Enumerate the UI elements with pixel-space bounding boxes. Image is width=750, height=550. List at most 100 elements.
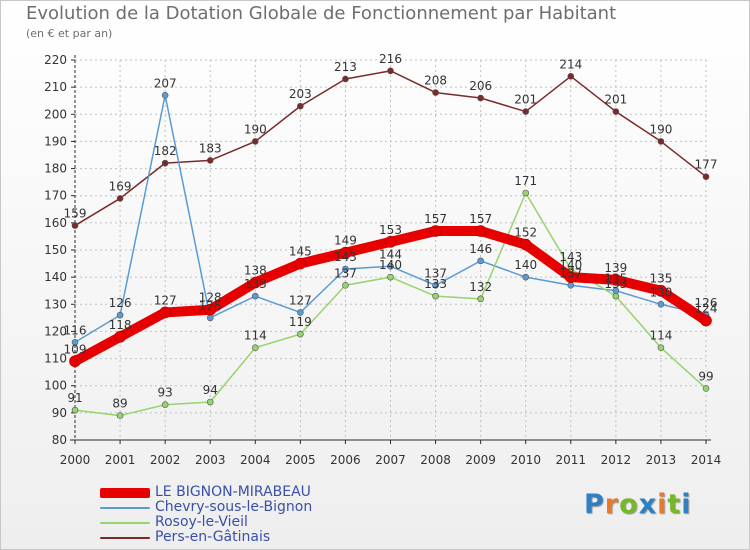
- y-tick-label: 220: [44, 53, 67, 67]
- data-point: [702, 385, 710, 392]
- data-label: 118: [109, 318, 132, 332]
- data-label: 126: [109, 296, 132, 310]
- logo-letter: i: [681, 489, 692, 520]
- data-point: [522, 189, 530, 197]
- data-point: [657, 138, 665, 145]
- data-label: 99: [698, 369, 713, 383]
- y-tick-label: 80: [52, 433, 67, 447]
- data-label: 127: [154, 293, 177, 307]
- legend-label: LE BIGNON-MIRABEAU: [155, 484, 311, 500]
- x-tick-label: 2007: [375, 453, 406, 467]
- data-label: 128: [199, 291, 222, 305]
- data-point: [114, 331, 126, 343]
- data-label: 216: [379, 52, 402, 66]
- x-tick-label: 2011: [556, 453, 587, 467]
- logo-letter: P: [584, 489, 605, 520]
- chart-title: Evolution de la Dotation Globale de Fonc…: [26, 3, 617, 24]
- data-label: 171: [514, 174, 537, 188]
- data-point: [384, 236, 397, 248]
- data-point: [474, 225, 487, 237]
- data-label: 201: [604, 93, 627, 107]
- data-point: [251, 138, 259, 145]
- data-label: 144: [379, 247, 402, 261]
- data-label: 208: [424, 74, 447, 88]
- data-point: [339, 246, 352, 259]
- data-label: 169: [109, 179, 132, 193]
- data-point: [161, 401, 169, 409]
- legend-swatch: [100, 507, 150, 509]
- data-label: 190: [244, 122, 267, 136]
- x-tick-label: 2008: [420, 453, 451, 467]
- data-point: [657, 300, 665, 308]
- data-label: 130: [649, 285, 672, 299]
- x-tick-label: 2002: [150, 453, 181, 467]
- y-tick-label: 210: [44, 80, 67, 94]
- data-label: 214: [559, 57, 582, 71]
- legend-label: Pers-en-Gâtinais: [155, 529, 271, 545]
- y-tick-label: 180: [44, 162, 67, 176]
- y-tick-label: 190: [44, 134, 67, 148]
- data-point: [612, 292, 620, 300]
- x-tick-label: 2012: [601, 453, 632, 467]
- data-point: [387, 273, 394, 281]
- x-tick-label: 2009: [465, 453, 496, 467]
- x-tick-label: 2000: [60, 453, 91, 467]
- data-label: 182: [154, 144, 177, 158]
- data-label: 190: [649, 122, 672, 136]
- data-point: [522, 108, 530, 115]
- data-point: [297, 309, 304, 316]
- y-tick-label: 110: [44, 352, 67, 366]
- data-point: [477, 257, 484, 265]
- data-label: 116: [64, 323, 87, 337]
- data-label: 157: [469, 212, 492, 226]
- data-point: [342, 265, 349, 273]
- data-label: 213: [334, 60, 357, 74]
- logo-letter: t: [667, 489, 682, 520]
- x-tick-label: 2005: [285, 453, 316, 467]
- data-point: [519, 238, 532, 251]
- data-label: 135: [649, 272, 672, 286]
- data-point: [71, 222, 79, 229]
- data-label: 137: [424, 266, 447, 280]
- data-label: 177: [695, 158, 718, 172]
- y-tick-label: 130: [44, 297, 67, 311]
- x-tick-label: 2014: [691, 453, 722, 467]
- data-point: [204, 303, 217, 316]
- y-tick-label: 170: [44, 189, 67, 203]
- chart-subtitle: (en € et par an): [26, 27, 113, 40]
- data-label: 114: [244, 329, 267, 343]
- data-point: [387, 262, 394, 270]
- data-label: 139: [604, 261, 627, 275]
- x-tick-label: 2010: [510, 453, 541, 467]
- data-point: [610, 274, 622, 286]
- data-point: [249, 276, 262, 289]
- legend-swatch: [100, 488, 150, 498]
- data-label: 125: [199, 299, 222, 313]
- data-label: 203: [289, 87, 312, 101]
- data-point: [161, 159, 169, 167]
- data-label: 124: [695, 302, 718, 316]
- data-label: 206: [469, 79, 492, 93]
- data-label: 149: [334, 234, 357, 248]
- data-point: [432, 292, 439, 300]
- logo-letter: x: [638, 489, 658, 520]
- y-tick-label: 140: [44, 270, 67, 284]
- data-point: [700, 314, 712, 327]
- data-point: [612, 108, 620, 115]
- data-label: 137: [559, 266, 582, 280]
- data-point: [71, 406, 79, 414]
- data-point: [477, 94, 484, 102]
- data-label: 93: [158, 386, 173, 400]
- series-chevry-sous-le-bignon: [71, 91, 710, 346]
- data-point: [432, 89, 439, 96]
- data-point: [161, 91, 169, 99]
- data-point: [657, 344, 665, 352]
- data-point: [477, 295, 484, 303]
- data-point: [342, 75, 349, 83]
- data-point: [294, 257, 307, 270]
- data-point: [251, 344, 259, 352]
- y-tick-label: 200: [44, 107, 67, 121]
- data-label: 207: [154, 76, 177, 90]
- data-label: 133: [604, 277, 627, 291]
- data-label: 145: [289, 245, 312, 259]
